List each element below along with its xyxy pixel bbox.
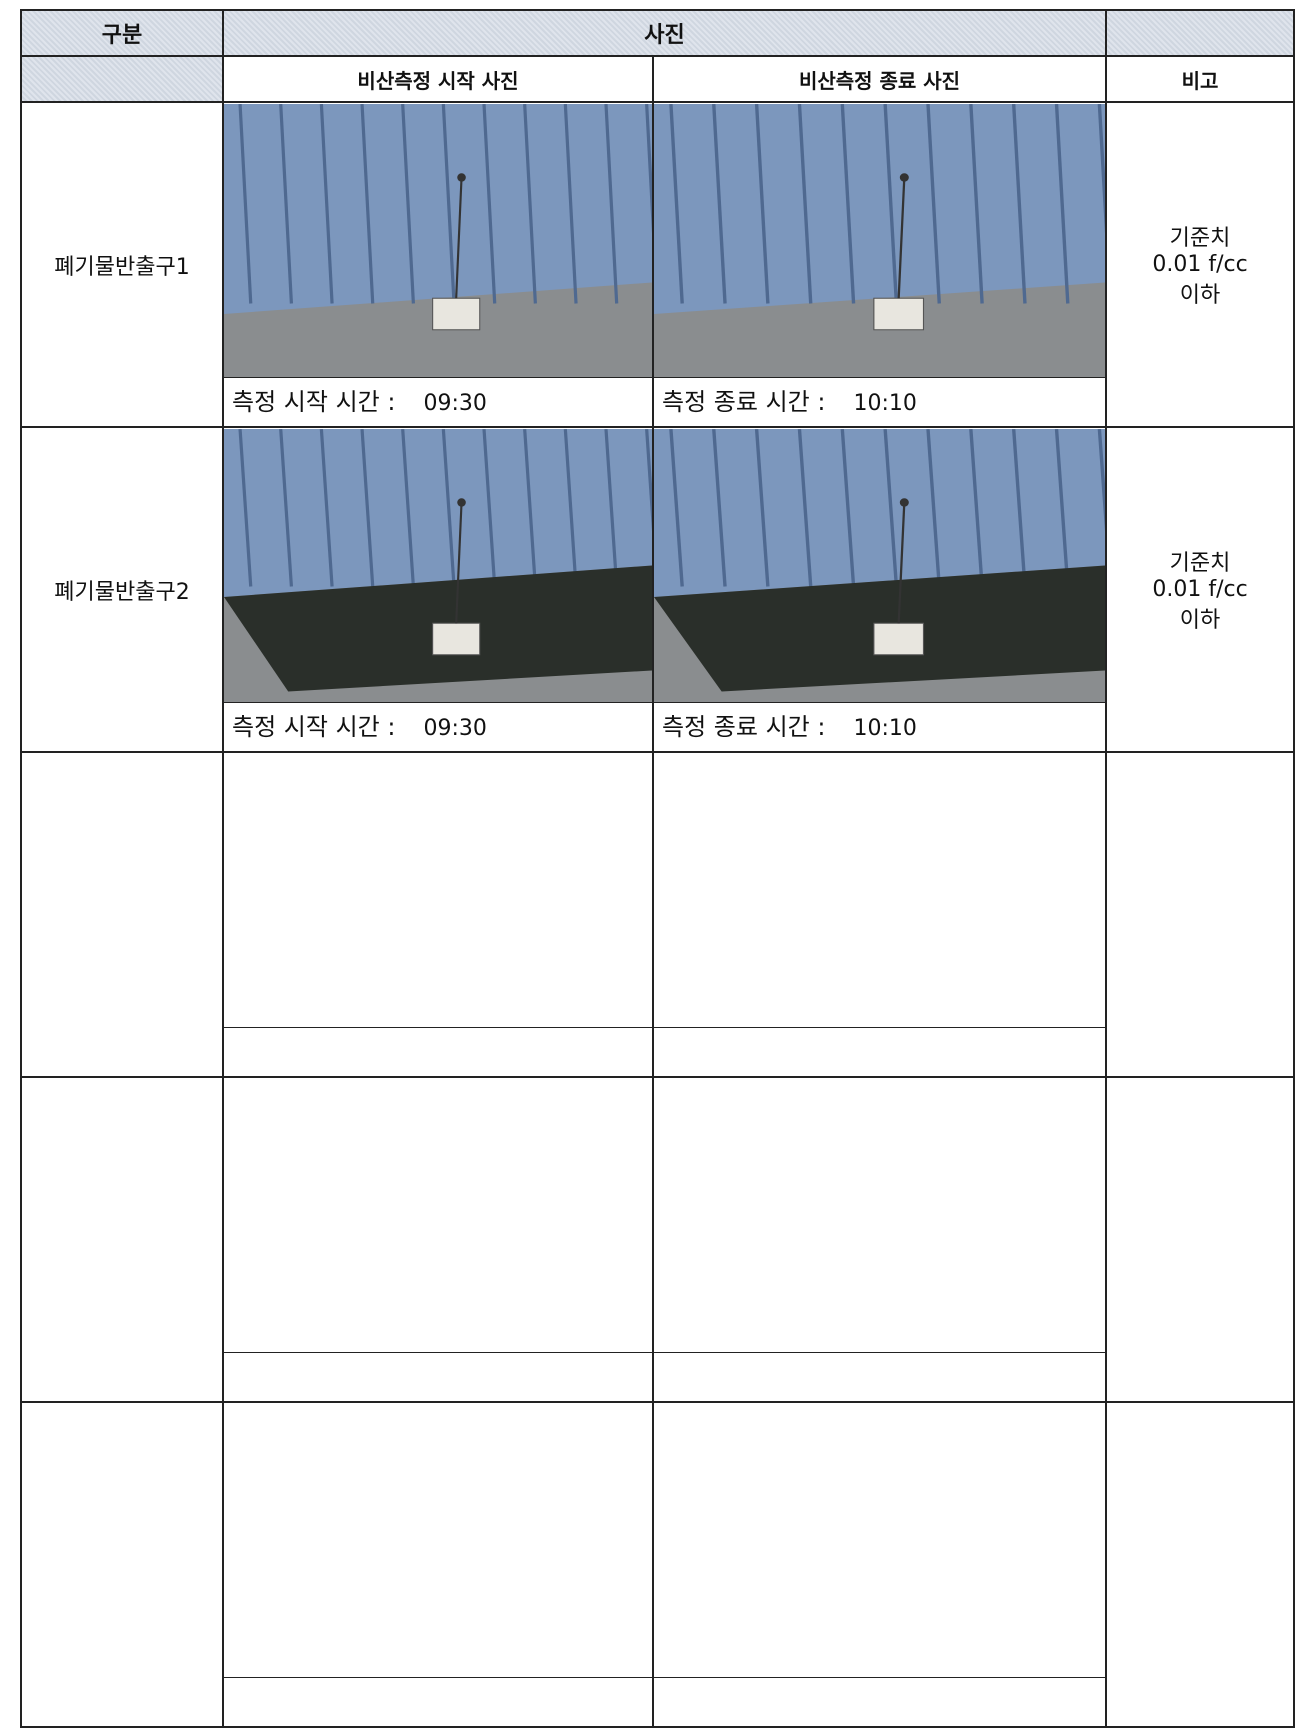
photo bbox=[654, 428, 1106, 702]
photo bbox=[654, 103, 1106, 377]
header-empty bbox=[1105, 9, 1295, 57]
photo-frame bbox=[654, 428, 1106, 703]
photo-frame bbox=[224, 428, 652, 703]
photo-cell: 측정 시작 시간 : 09:30 bbox=[222, 426, 654, 753]
empty-row bbox=[20, 1076, 1295, 1403]
location: 폐기물반출구1 bbox=[20, 101, 224, 428]
remarks-line: 0.01 f/cc bbox=[1152, 577, 1248, 602]
location: 폐기물반출구2 bbox=[20, 426, 224, 753]
caption: 측정 시작 시간 : 09:30 bbox=[224, 703, 652, 751]
remarks: 기준치 0.01 f/cc 이하 bbox=[1105, 426, 1295, 753]
caption: 측정 종료 시간 : 10:10 bbox=[654, 703, 1105, 751]
remarks-line: 이하 bbox=[1179, 283, 1221, 308]
remarks-line: 기준치 bbox=[1169, 226, 1231, 251]
remarks-line: 기준치 bbox=[1169, 551, 1231, 576]
remarks-line: 0.01 f/cc bbox=[1152, 252, 1248, 277]
caption-time: 09:30 bbox=[423, 390, 487, 416]
empty-row bbox=[20, 1401, 1295, 1728]
caption-label: 측정 종료 시간 : bbox=[662, 387, 826, 416]
caption: 측정 시작 시간 : 09:30 bbox=[224, 378, 652, 426]
photo-cell: 측정 종료 시간 : 10:10 bbox=[651, 101, 1108, 428]
photo-table: 구분 사진 비산측정 시작 사진 비산측정 종료 사진 비고 폐기물반출구1 측정… bbox=[20, 9, 1295, 1728]
data-row: 폐기물반출구1 측정 시작 시간 : 09:30 측정 종료 시간 : 10:10 기준치… bbox=[20, 101, 1295, 428]
photo bbox=[224, 428, 652, 702]
caption-label: 측정 종료 시간 : bbox=[662, 712, 826, 741]
caption-time: 09:30 bbox=[423, 715, 487, 741]
caption-time: 10:10 bbox=[853, 715, 917, 741]
header-remarks: 비고 bbox=[1105, 55, 1295, 103]
photo-frame bbox=[654, 103, 1106, 378]
remarks: 기준치 0.01 f/cc 이하 bbox=[1105, 101, 1295, 428]
caption-label: 측정 시작 시간 : bbox=[232, 712, 396, 741]
header-start-photo: 비산측정 시작 사진 bbox=[222, 55, 654, 103]
header-photo: 사진 bbox=[221, 9, 1108, 57]
photo-cell: 측정 종료 시간 : 10:10 bbox=[651, 426, 1108, 753]
remarks-line: 이하 bbox=[1179, 608, 1221, 633]
empty-row bbox=[20, 751, 1295, 1078]
header-empty bbox=[20, 55, 224, 103]
caption: 측정 종료 시간 : 10:10 bbox=[654, 378, 1105, 426]
photo-frame bbox=[224, 103, 652, 378]
header-category: 구분 bbox=[20, 9, 224, 57]
caption-label: 측정 시작 시간 : bbox=[232, 387, 396, 416]
photo-cell: 측정 시작 시간 : 09:30 bbox=[222, 101, 654, 428]
photo bbox=[224, 103, 652, 377]
data-row: 폐기물반출구2 측정 시작 시간 : 09:30 측정 종료 시간 : 10:10 기준치… bbox=[20, 426, 1295, 753]
header-end-photo: 비산측정 종료 사진 bbox=[651, 55, 1108, 103]
caption-time: 10:10 bbox=[853, 390, 917, 416]
